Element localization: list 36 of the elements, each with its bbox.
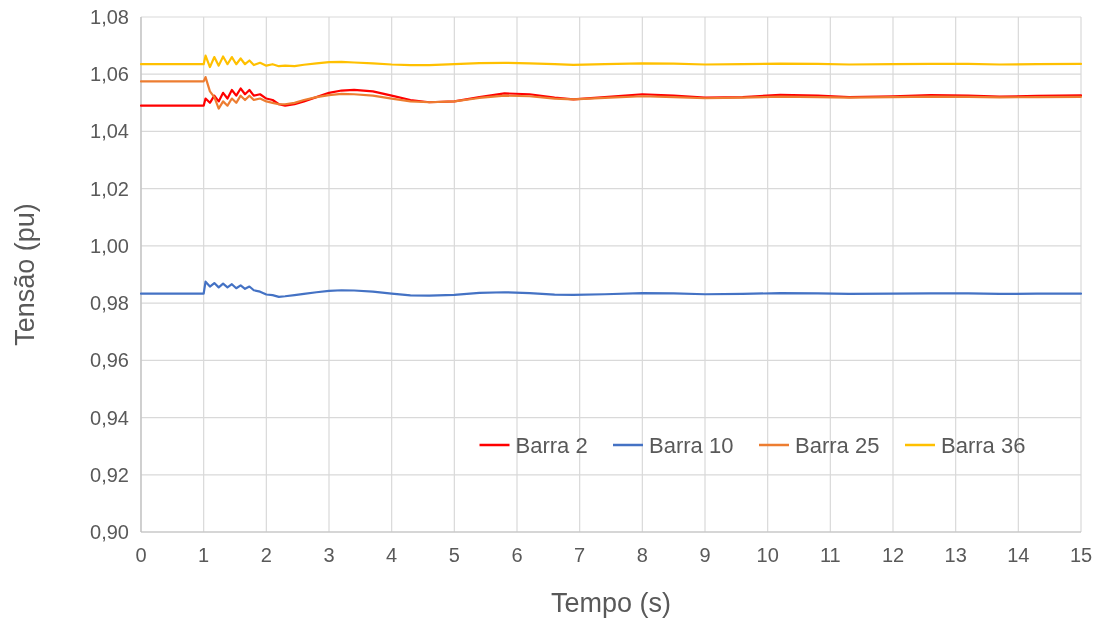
legend-label: Barra 10 <box>649 432 734 458</box>
x-tick-label: 8 <box>636 544 648 566</box>
line-series <box>139 75 1083 110</box>
y-tick-label: 1,04 <box>90 120 129 143</box>
x-tick-label: 3 <box>323 544 335 566</box>
y-tick-label: 0,92 <box>90 463 129 486</box>
y-tick-label: 0,98 <box>90 292 129 315</box>
legend-label: Barra 2 <box>515 432 588 458</box>
y-tick-label: 0,90 <box>90 521 129 543</box>
y-tick-label: 1,02 <box>90 177 129 200</box>
x-tick-label: 5 <box>448 544 460 566</box>
x-tick-label: 2 <box>260 544 272 566</box>
y-tick-label: 0,94 <box>90 406 129 429</box>
x-tick-label: 6 <box>511 544 523 566</box>
x-tick-label: 14 <box>1007 544 1030 566</box>
y-tick-label: 0,96 <box>90 349 129 372</box>
x-axis-title: Tempo (s) <box>550 588 672 618</box>
y-tick-label: 1,06 <box>90 63 129 86</box>
x-tick-label: 15 <box>1069 544 1093 566</box>
x-tick-label: 4 <box>386 544 398 566</box>
x-tick-label: 10 <box>756 544 779 566</box>
x-tick-label: 11 <box>819 544 841 566</box>
y-axis-title: Tensão (pu) <box>10 203 40 346</box>
x-tick-label: 0 <box>135 544 147 566</box>
x-tick-label: 12 <box>881 544 905 566</box>
x-tick-label: 7 <box>574 544 586 566</box>
y-tick-label: 1,08 <box>90 6 129 28</box>
x-tick-label: 13 <box>944 544 967 566</box>
legend-label: Barra 25 <box>795 432 880 458</box>
x-tick-label: 9 <box>699 544 711 566</box>
legend-label: Barra 36 <box>941 432 1026 458</box>
line-series <box>139 54 1083 69</box>
x-tick-label: 1 <box>198 544 210 566</box>
line-series <box>139 280 1083 298</box>
line-series <box>139 87 1083 107</box>
y-tick-label: 1,00 <box>90 234 129 257</box>
